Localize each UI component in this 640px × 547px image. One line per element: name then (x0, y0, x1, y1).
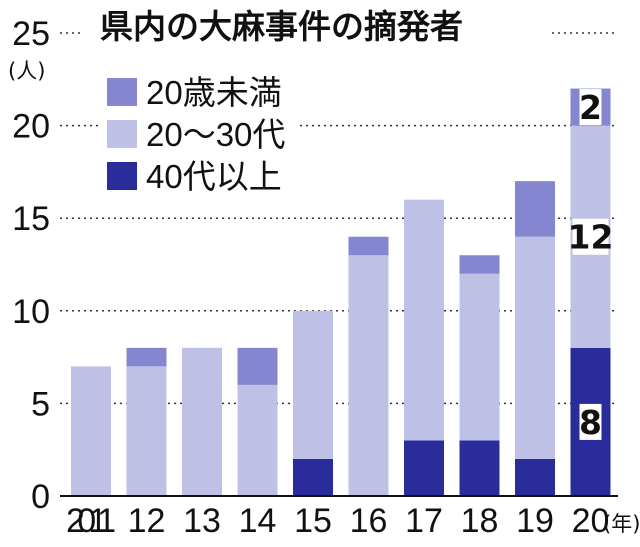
y-tick-15: 15 (12, 200, 50, 238)
legend-swatch-40代以上 (107, 162, 137, 190)
bar-12-20歳未満 (126, 347, 167, 367)
x-tick-16: 16 (350, 502, 388, 540)
y-tick-5: 5 (31, 385, 50, 423)
bar-15-40代以上 (293, 458, 333, 496)
data-label-bg-20歳未満 (579, 89, 602, 126)
x-tick-13: 13 (183, 502, 221, 540)
bars (71, 88, 611, 496)
y-tick-10: 10 (12, 293, 50, 331)
y-tick-25: 25 (12, 15, 50, 53)
y-tick-20: 20 (12, 108, 50, 146)
bar-18-40代以上 (459, 440, 500, 496)
bar-17-40代以上 (404, 440, 444, 496)
x-tick-19: 19 (516, 502, 554, 540)
bar-16-20歳未満 (348, 236, 389, 256)
bar-18-20歳未満 (459, 255, 500, 274)
bar-15-20〜30代 (293, 310, 333, 459)
y-tick-0: 0 (31, 478, 50, 516)
chart-title: 県内の大麻事件の摘発者 (100, 7, 463, 46)
data-label-40代以上: 8 (579, 403, 602, 442)
data-label-20歳未満: 2 (579, 88, 602, 127)
legend-swatch-20〜30代 (107, 120, 137, 148)
legend-swatch-20歳未満 (107, 78, 137, 106)
x-tick-15: 15 (294, 502, 332, 540)
bar-13-20〜30代 (182, 347, 222, 496)
bar-12-20〜30代 (126, 366, 167, 496)
legend: 20歳未満 20〜30代 40代以上 (98, 70, 300, 200)
x-tick-12: 12 (128, 502, 166, 540)
data-label-bg-40代以上 (579, 403, 602, 440)
y-tick-labels: 0 5 10 15 20 25 (12, 15, 50, 516)
data-label-bg-20〜30代 (572, 218, 609, 255)
bar-17-20〜30代 (404, 199, 444, 441)
data-labels: 8 12 2 (568, 88, 614, 442)
y-axis-unit: (人) (8, 59, 45, 83)
bar-14-20歳未満 (237, 347, 278, 385)
bar-19-40代以上 (515, 458, 555, 496)
legend-label-20〜30代: 20〜30代 (146, 116, 285, 153)
bar-18-20〜30代 (459, 273, 500, 441)
x-tick-14: 14 (239, 502, 277, 540)
x-tick-17: 17 (405, 502, 443, 540)
title-backing (80, 4, 550, 48)
bar-14-20〜30代 (237, 384, 278, 496)
bar-2011-20〜30代 (71, 366, 111, 496)
x-tick-2011: 2011 (66, 502, 116, 540)
x-tick-18: 18 (461, 502, 499, 540)
bar-19-20歳未満 (515, 181, 555, 237)
bar-19-20〜30代 (515, 236, 555, 459)
legend-label-40代以上: 40代以上 (146, 158, 282, 195)
x-tick-labels: 2011 12 13 14 15 16 17 18 19 20 (66, 502, 609, 540)
bar-16-20〜30代 (348, 255, 389, 496)
x-axis-unit: (年) (603, 512, 640, 536)
data-label-20〜30代: 12 (568, 218, 614, 257)
x-tick-20: 20 (572, 502, 610, 540)
legend-label-20歳未満: 20歳未満 (146, 74, 282, 111)
